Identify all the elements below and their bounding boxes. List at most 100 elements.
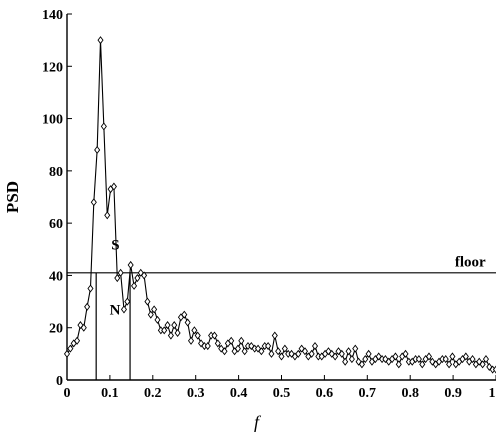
psd-point <box>144 297 151 306</box>
psd-point <box>117 268 124 277</box>
psd-point <box>87 284 94 293</box>
x-tick-label: 0.6 <box>316 386 334 401</box>
psd-point <box>194 331 201 340</box>
annotation-floor: floor <box>455 254 486 270</box>
psd-point <box>482 355 489 364</box>
psd-point <box>395 360 402 369</box>
psd-point <box>462 352 469 361</box>
psd-point <box>100 122 107 131</box>
psd-series-line <box>66 40 496 371</box>
psd-point <box>254 344 262 353</box>
psd-point <box>161 326 168 335</box>
psd-point <box>134 273 141 283</box>
x-tick-label: 0 <box>64 386 71 401</box>
x-tick-label: 0.4 <box>230 386 248 401</box>
psd-point <box>198 339 205 348</box>
psd-point <box>84 302 91 311</box>
psd-point <box>392 352 399 361</box>
psd-point <box>214 339 221 348</box>
psd-point <box>425 352 433 361</box>
x-tick-label: 0.8 <box>401 386 419 401</box>
psd-point <box>258 347 265 356</box>
psd-point <box>204 341 211 351</box>
y-tick-label: 140 <box>42 8 63 23</box>
psd-point <box>171 321 178 330</box>
psd-point <box>295 349 302 358</box>
psd-point <box>325 347 332 356</box>
psd-point <box>120 305 128 314</box>
x-tick-label: 0.3 <box>187 386 205 401</box>
psd-point <box>342 357 349 366</box>
psd-point <box>486 362 493 371</box>
psd-point <box>228 336 235 345</box>
psd-point <box>164 321 171 330</box>
psd-point <box>476 357 483 366</box>
x-axis-label: f <box>254 412 262 432</box>
y-axis-label: PSD <box>3 181 22 213</box>
psd-point <box>338 349 345 358</box>
psd-point <box>90 198 97 207</box>
psd-point <box>275 347 282 356</box>
psd-point <box>151 305 158 314</box>
psd-point <box>104 211 111 220</box>
psd-point <box>442 355 449 364</box>
x-tick-label: 0.1 <box>101 386 119 401</box>
psd-point <box>234 344 241 353</box>
psd-point <box>110 182 117 191</box>
psd-point <box>415 355 422 364</box>
psd-point <box>348 355 355 364</box>
psd-point <box>147 310 154 319</box>
psd-point <box>352 344 359 353</box>
psd-point <box>127 260 134 270</box>
psd-point <box>141 271 148 280</box>
psd-point <box>362 355 369 364</box>
psd-point <box>268 349 275 358</box>
psd-point <box>332 352 339 361</box>
psd-point <box>241 347 248 356</box>
psd-point <box>211 331 218 340</box>
annotation-s: S <box>111 237 119 253</box>
psd-point <box>74 336 81 345</box>
x-tick-label: 1 <box>489 386 496 401</box>
psd-point <box>238 336 245 345</box>
psd-point <box>184 318 191 327</box>
psd-point <box>271 331 278 340</box>
psd-point <box>429 357 436 366</box>
psd-point <box>80 323 87 332</box>
psd-point <box>221 347 228 356</box>
psd-point <box>167 331 174 340</box>
psd-point <box>278 352 285 361</box>
psd-point <box>311 341 319 351</box>
psd-point <box>114 273 121 283</box>
psd-point <box>124 297 131 306</box>
psd-point <box>358 360 365 369</box>
psd-point <box>191 326 198 335</box>
psd-point <box>174 328 181 337</box>
psd-point <box>419 360 426 369</box>
psd-point <box>281 344 288 353</box>
psd-point <box>446 360 453 369</box>
psd-point <box>365 349 372 358</box>
psd-point <box>375 352 382 361</box>
psd-point <box>288 349 295 358</box>
x-tick-label: 0.5 <box>273 386 291 401</box>
psd-point <box>181 310 188 319</box>
x-tick-label: 0.9 <box>444 386 462 401</box>
y-tick-label: 40 <box>49 269 63 284</box>
psd-point <box>63 349 71 358</box>
psd-point <box>449 352 456 361</box>
y-tick-label: 100 <box>42 113 63 128</box>
psd-point <box>187 336 195 345</box>
psd-point <box>469 355 476 364</box>
psd-point <box>248 341 255 351</box>
y-tick-label: 0 <box>56 374 63 389</box>
psd-point <box>97 36 104 45</box>
psd-point <box>298 344 305 353</box>
y-tick-label: 80 <box>49 165 63 180</box>
y-tick-label: 20 <box>49 322 63 337</box>
psd-point <box>492 365 496 374</box>
psd-point <box>265 341 272 351</box>
psd-point <box>67 344 74 353</box>
